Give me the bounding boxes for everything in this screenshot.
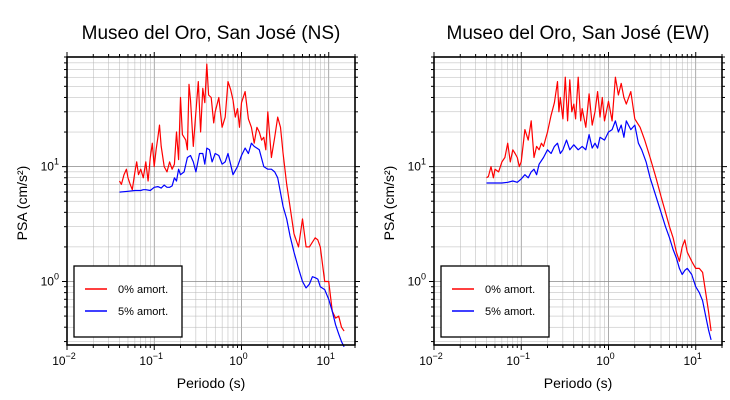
x-tick-label: 100 (596, 351, 614, 368)
legend-label: 5% amort. (118, 306, 168, 318)
x-tick-label: 100 (229, 351, 247, 368)
legend: 0% amort. 5% amort. (73, 265, 183, 338)
x-tick-label: 10−2 (52, 351, 76, 368)
x-tick-label: 101 (684, 351, 702, 368)
y-axis-label: PSA (cm/s²) (381, 166, 397, 241)
x-tick-label: 10−2 (419, 351, 443, 368)
chart-panel-ew: Museo del Oro, San José (EW) 10−2 10−1 100 1… (381, 23, 727, 391)
y-tick-label: 101 (41, 157, 59, 174)
x-axis-label: Periodo (s) (544, 375, 612, 391)
chart-title: Museo del Oro, San José (NS) (82, 23, 341, 44)
series-line-blue (119, 142, 345, 348)
legend-label: 0% amort. (118, 284, 168, 296)
x-tick-label: 10−1 (139, 351, 163, 368)
series-line-red (486, 76, 712, 332)
y-tick-label: 100 (408, 271, 426, 288)
legend-box (440, 265, 550, 338)
legend-box (73, 265, 183, 338)
x-tick-label: 10−1 (506, 351, 530, 368)
series-line-blue (486, 120, 712, 341)
y-tick-label: 101 (408, 157, 426, 174)
legend-label: 0% amort. (485, 284, 535, 296)
chart-title: Museo del Oro, San José (EW) (447, 23, 710, 44)
series-line-red (118, 63, 345, 332)
legend: 0% amort. 5% amort. (440, 265, 550, 338)
x-axis-label: Periodo (s) (177, 375, 245, 391)
legend-label: 5% amort. (485, 306, 535, 318)
y-axis-label: PSA (cm/s²) (14, 166, 30, 241)
chart-panel-ns: Museo del Oro, San José (NS) 10−2 10−1 100 1… (14, 23, 360, 391)
y-tick-label: 100 (41, 271, 59, 288)
x-tick-label: 101 (317, 351, 335, 368)
